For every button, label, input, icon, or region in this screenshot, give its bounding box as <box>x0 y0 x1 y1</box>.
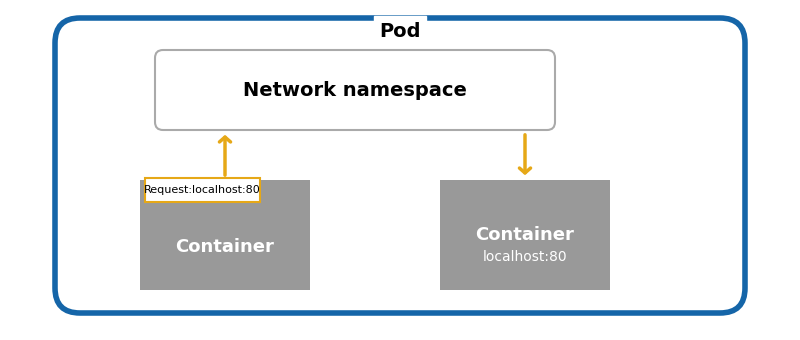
FancyBboxPatch shape <box>155 50 555 130</box>
Bar <box>440 180 610 290</box>
Text: Pod: Pod <box>379 22 421 41</box>
Bar <box>145 178 260 202</box>
Bar <box>140 180 310 290</box>
Text: Container: Container <box>175 238 274 256</box>
Text: Request:localhost:80: Request:localhost:80 <box>144 185 261 195</box>
Text: Network namespace: Network namespace <box>243 81 467 100</box>
Text: Container: Container <box>475 226 574 244</box>
Text: localhost:80: localhost:80 <box>482 250 567 264</box>
FancyBboxPatch shape <box>55 18 745 313</box>
